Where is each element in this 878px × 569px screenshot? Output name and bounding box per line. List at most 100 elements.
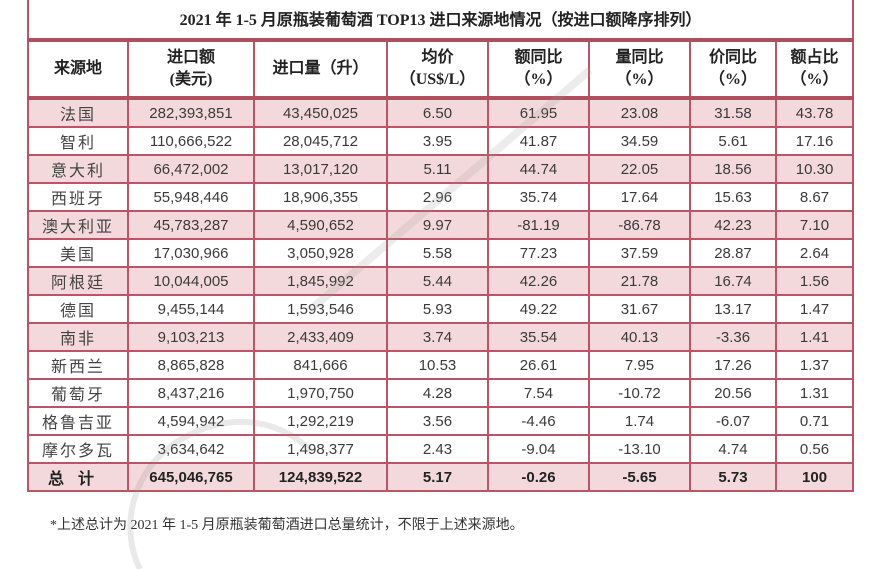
value-share-cell: 1.47: [774, 294, 855, 324]
table-row: 法国 282,393,851 43,450,025 6.50 61.95 23.08 31.…: [27, 97, 855, 128]
value-usd-cell: 10,044,005: [127, 266, 255, 296]
source-cell: 德国: [27, 294, 129, 324]
source-cell: 新西兰: [27, 350, 129, 380]
value-usd-cell: 17,030,966: [127, 238, 255, 268]
header-avg-price: 均价 （US$/L）: [386, 39, 489, 100]
value-yoy-cell: 41.87: [487, 126, 590, 156]
value-yoy-cell: 49.22: [487, 294, 590, 324]
table-row: 澳大利亚 45,783,287 4,590,652 9.97 -81.19 -86.78 4…: [27, 210, 855, 240]
volume-cell: 2,433,409: [253, 322, 388, 352]
value-share-cell: 43.78: [774, 97, 855, 128]
volume-yoy-cell: 17.64: [588, 182, 691, 212]
source-cell: 摩尔多瓦: [27, 434, 129, 464]
price-yoy-cell: 42.23: [689, 210, 777, 240]
value-share-cell: 1.31: [774, 378, 855, 408]
source-cell: 阿根廷: [27, 266, 129, 296]
volume-cell: 13,017,120: [253, 154, 388, 184]
value-share-cell: 17.16: [774, 126, 855, 156]
source-cell: 美国: [27, 238, 129, 268]
price-yoy-cell: 28.87: [689, 238, 777, 268]
value-share-cell: 1.41: [774, 322, 855, 352]
avg-price-cell: 5.11: [386, 154, 489, 184]
value-yoy-cell: 26.61: [487, 350, 590, 380]
volume-yoy-cell: 40.13: [588, 322, 691, 352]
value-share-cell: 1.37: [774, 350, 855, 380]
source-cell: 澳大利亚: [27, 210, 129, 240]
price-yoy-cell: 4.74: [689, 434, 777, 464]
value-usd-cell: 66,472,002: [127, 154, 255, 184]
volume-cell: 4,590,652: [253, 210, 388, 240]
volume-yoy-cell: 31.67: [588, 294, 691, 324]
value-yoy-cell: 7.54: [487, 378, 590, 408]
volume-yoy-cell: 37.59: [588, 238, 691, 268]
header-value-yoy: 额同比 （%）: [487, 39, 590, 100]
avg-price-cell: 5.93: [386, 294, 489, 324]
total-label: 总计: [27, 462, 129, 492]
avg-price-cell: 3.95: [386, 126, 489, 156]
volume-yoy-cell: -86.78: [588, 210, 691, 240]
header-volume-yoy: 量同比 （%）: [588, 39, 691, 100]
table-row: 西班牙 55,948,446 18,906,355 2.96 35.74 17.64 15.…: [27, 182, 855, 212]
source-cell: 格鲁吉亚: [27, 406, 129, 436]
table-title: 2021 年 1-5 月原瓶装葡萄酒 TOP13 进口来源地情况（按进口额降序排…: [26, 0, 855, 42]
source-cell: 意大利: [27, 154, 129, 184]
value-usd-cell: 45,783,287: [127, 210, 255, 240]
value-share-cell: 8.67: [774, 182, 855, 212]
total-value-share: 100: [774, 462, 855, 492]
value-yoy-cell: 44.74: [487, 154, 590, 184]
volume-cell: 1,292,219: [253, 406, 388, 436]
table-row: 葡萄牙 8,437,216 1,970,750 4.28 7.54 -10.72 20.56…: [27, 378, 855, 408]
price-yoy-cell: 13.17: [689, 294, 777, 324]
total-avg-price: 5.17: [386, 462, 489, 492]
header-row: 来源地 进口额 (美元) 进口量（升） 均价 （US$/L） 额同比 （%） 量同比（…: [27, 39, 855, 100]
price-yoy-cell: 20.56: [689, 378, 777, 408]
value-usd-cell: 3,634,642: [127, 434, 255, 464]
source-cell: 南非: [27, 322, 129, 352]
total-volume: 124,839,522: [253, 462, 388, 492]
volume-yoy-cell: -13.10: [588, 434, 691, 464]
avg-price-cell: 3.56: [386, 406, 489, 436]
avg-price-cell: 2.43: [386, 434, 489, 464]
source-cell: 西班牙: [27, 182, 129, 212]
total-price-yoy: 5.73: [689, 462, 777, 492]
wine-import-table: 2021 年 1-5 月原瓶装葡萄酒 TOP13 进口来源地情况（按进口额降序排…: [26, 0, 855, 492]
volume-yoy-cell: 22.05: [588, 154, 691, 184]
footnote: *上述总计为 2021 年 1-5 月原瓶装葡萄酒进口总量统计，不限于上述来源地…: [50, 518, 524, 533]
volume-yoy-cell: 34.59: [588, 126, 691, 156]
total-value-yoy: -0.26: [487, 462, 590, 492]
avg-price-cell: 2.96: [386, 182, 489, 212]
table-body: 法国 282,393,851 43,450,025 6.50 61.95 23.08 31.…: [27, 97, 855, 464]
table-row: 格鲁吉亚 4,594,942 1,292,219 3.56 -4.46 1.74 -6.07…: [27, 406, 855, 436]
value-share-cell: 2.64: [774, 238, 855, 268]
avg-price-cell: 6.50: [386, 97, 489, 128]
table-row: 美国 17,030,966 3,050,928 5.58 77.23 37.59 28.87…: [27, 238, 855, 268]
header-value-usd: 进口额 (美元): [127, 39, 255, 100]
price-yoy-cell: 5.61: [689, 126, 777, 156]
value-yoy-cell: 35.54: [487, 322, 590, 352]
price-yoy-cell: -3.36: [689, 322, 777, 352]
value-share-cell: 7.10: [774, 210, 855, 240]
value-usd-cell: 4,594,942: [127, 406, 255, 436]
source-cell: 智利: [27, 126, 129, 156]
price-yoy-cell: 31.58: [689, 97, 777, 128]
volume-cell: 1,970,750: [253, 378, 388, 408]
value-yoy-cell: 35.74: [487, 182, 590, 212]
volume-cell: 1,498,377: [253, 434, 388, 464]
volume-yoy-cell: -10.72: [588, 378, 691, 408]
volume-cell: 18,906,355: [253, 182, 388, 212]
table-row: 德国 9,455,144 1,593,546 5.93 49.22 31.67 13.17 1…: [27, 294, 855, 324]
value-share-cell: 10.30: [774, 154, 855, 184]
value-usd-cell: 8,437,216: [127, 378, 255, 408]
price-yoy-cell: 16.74: [689, 266, 777, 296]
value-usd-cell: 9,455,144: [127, 294, 255, 324]
value-usd-cell: 282,393,851: [127, 97, 255, 128]
volume-yoy-cell: 1.74: [588, 406, 691, 436]
price-yoy-cell: 17.26: [689, 350, 777, 380]
table-row: 摩尔多瓦 3,634,642 1,498,377 2.43 -9.04 -13.10 4.7…: [27, 434, 855, 464]
price-yoy-cell: -6.07: [689, 406, 777, 436]
value-share-cell: 0.71: [774, 406, 855, 436]
volume-cell: 28,045,712: [253, 126, 388, 156]
table-container: 2021 年 1-5 月原瓶装葡萄酒 TOP13 进口来源地情况（按进口额降序排…: [26, 0, 855, 492]
volume-yoy-cell: 23.08: [588, 97, 691, 128]
volume-cell: 43,450,025: [253, 97, 388, 128]
